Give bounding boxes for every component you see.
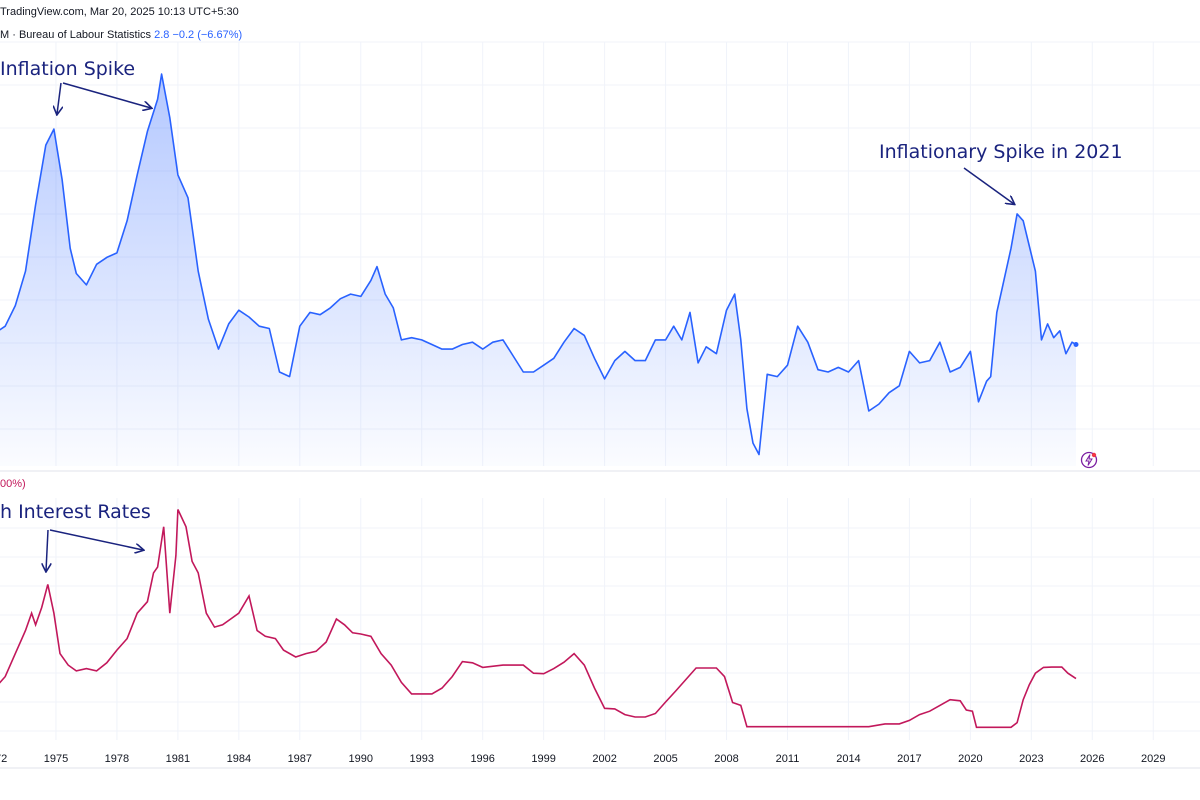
x-tick-label: 2020 <box>958 753 982 765</box>
change-value: −0.2 <box>172 29 195 41</box>
inflation-spike-arrow-1 <box>57 82 61 114</box>
lower-grid <box>0 527 1200 732</box>
inflation-spike-arrow-2 <box>62 82 151 108</box>
x-tick-label: 2023 <box>1019 753 1043 765</box>
source-watermark: TradingView.com, Mar 20, 2025 10:13 UTC+… <box>0 6 239 18</box>
inflation-last-point <box>1073 342 1079 347</box>
lower-pane-legend[interactable]: 00%) <box>0 478 26 490</box>
x-tick-label: 1990 <box>349 753 373 765</box>
high-interest-rates-label: h Interest Rates <box>0 501 151 523</box>
x-tick-label: 1996 <box>470 753 494 765</box>
inflation-area <box>0 74 1076 466</box>
time-axis: 72 1975 1978 1981 1984 1987 1990 1993 1996 1999 20… <box>0 753 1166 765</box>
x-tick-label: 2011 <box>776 753 800 765</box>
x-tick-label: 1975 <box>44 753 68 765</box>
x-tick-label: 2008 <box>714 753 738 765</box>
x-tick-label: 2026 <box>1080 753 1104 765</box>
high-interest-rates-arrow-1 <box>46 529 48 571</box>
interest-rate-line[interactable] <box>0 509 1077 729</box>
series-legend[interactable]: M · Bureau of Labour Statistics 2.8 −0.2… <box>0 29 242 41</box>
flash-icon[interactable] <box>1080 451 1098 469</box>
series-label: M · Bureau of Labour Statistics <box>0 29 152 41</box>
x-tick-label: 1981 <box>166 753 190 765</box>
x-tick-label: 2017 <box>897 753 921 765</box>
x-tick-label: 1993 <box>409 753 433 765</box>
x-tick-label: 1999 <box>531 753 555 765</box>
x-tick-label: 2029 <box>1141 753 1165 765</box>
x-tick-label: 72 <box>0 753 7 765</box>
x-tick-label: 1984 <box>227 753 251 765</box>
inflationary-spike-2021-label: Inflationary Spike in 2021 <box>879 141 1123 163</box>
high-interest-rates-arrow-2 <box>49 529 143 550</box>
x-tick-label: 2014 <box>836 753 860 765</box>
x-tick-label: 2005 <box>653 753 677 765</box>
inflationary-spike-2021-arrow <box>963 167 1014 204</box>
change-percent: (−6.67%) <box>197 29 243 41</box>
inflation-spike-label: Inflation Spike <box>0 58 135 80</box>
x-tick-label: 1987 <box>288 753 312 765</box>
inflation-line[interactable] <box>0 73 1077 456</box>
x-tick-label: 1978 <box>105 753 129 765</box>
x-tick-label: 2002 <box>592 753 616 765</box>
last-value: 2.8 <box>154 29 170 41</box>
